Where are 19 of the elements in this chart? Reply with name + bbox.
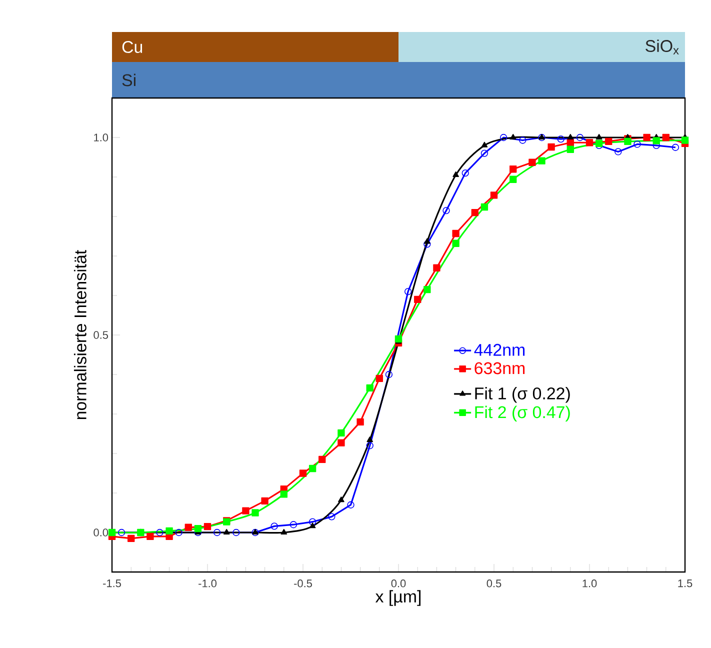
x-tick-label: 0.0 xyxy=(391,580,406,588)
legend-label: 442nm xyxy=(474,344,525,356)
x-tick-label: -1.5 xyxy=(103,580,121,588)
text: Si xyxy=(122,74,136,86)
y-axis-title: normalisierte Intensität xyxy=(74,250,86,420)
legend-label: 633nm xyxy=(474,362,525,374)
x-axis-title: x [µm] xyxy=(375,590,421,606)
y-tick-label: 0.0 xyxy=(94,528,108,536)
x-tick-label: 1.5 xyxy=(678,580,692,588)
y-tick-label: 0.5 xyxy=(94,331,108,339)
legend-label: Fit 2 (σ 0.47) xyxy=(475,406,570,422)
x-tick-label: -0.5 xyxy=(294,580,312,588)
x-tick-label: 0.5 xyxy=(486,580,502,588)
legend-label: Fit 1 (σ 0.22) xyxy=(475,387,570,403)
text: Cu xyxy=(122,41,142,54)
text: SiO$_{x}$ xyxy=(646,40,679,54)
y-tick-label: 1.0 xyxy=(94,134,108,142)
x-tick-label: 1.0 xyxy=(582,580,597,588)
x-tick-label: -1.0 xyxy=(198,580,217,588)
